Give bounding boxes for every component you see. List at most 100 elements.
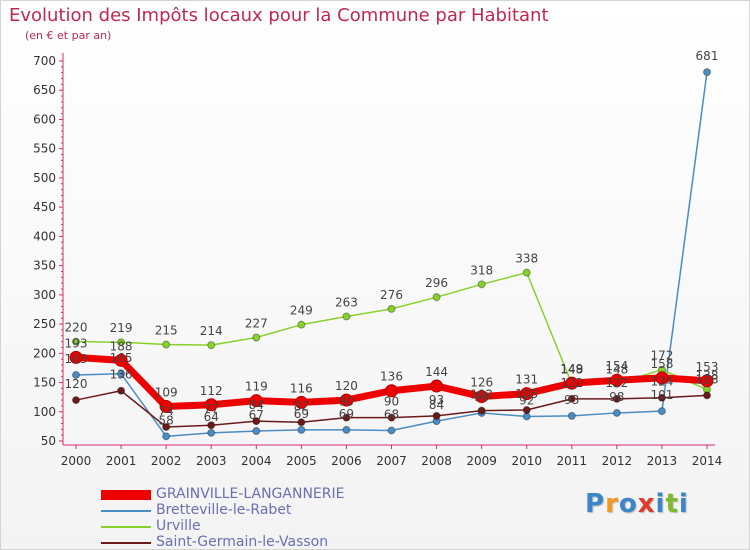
y-tick-label: 250	[33, 317, 56, 331]
data-point	[252, 417, 261, 426]
data-label: 102	[470, 388, 493, 402]
y-tick-label: 200	[33, 346, 56, 360]
legend-label: Saint-Germain-le-Vasson	[156, 534, 329, 550]
data-point	[207, 428, 216, 437]
data-label: 249	[290, 304, 313, 318]
y-tick-label: 450	[33, 200, 56, 214]
data-point	[657, 407, 666, 416]
legend-label: Bretteville-le-Rabet	[156, 502, 292, 518]
data-label: 77	[204, 402, 219, 416]
data-label: 276	[380, 288, 403, 302]
data-label: 318	[470, 263, 493, 277]
y-tick-label: 550	[33, 142, 56, 156]
data-label: 126	[470, 376, 493, 390]
data-label: 338	[515, 252, 538, 266]
data-point	[387, 426, 396, 435]
data-point	[117, 369, 126, 378]
data-point	[385, 384, 398, 398]
data-label: 98	[474, 390, 489, 404]
data-point	[657, 393, 666, 402]
data-point	[72, 396, 80, 405]
data-label: 69	[339, 407, 354, 421]
logo-letter: i	[655, 489, 666, 519]
x-tick-label: 2013	[647, 454, 678, 468]
data-label: 144	[425, 365, 448, 379]
legend-label: GRAINVILLE-LANGANNERIE	[156, 486, 345, 502]
y-tick-label: 100	[33, 405, 56, 419]
y-tick-label: 300	[33, 288, 56, 302]
data-point	[297, 418, 306, 427]
data-label: 227	[245, 317, 268, 331]
data-point	[430, 379, 444, 393]
x-tick-label: 2009	[466, 454, 497, 468]
data-label: 116	[290, 381, 313, 395]
data-point	[387, 304, 396, 313]
chart-title: Evolution des Impôts locaux pour la Comm…	[9, 5, 549, 26]
data-label: 58	[159, 413, 174, 427]
data-label: 93	[564, 393, 579, 407]
data-point	[342, 413, 351, 422]
data-point	[703, 68, 711, 77]
data-point	[207, 341, 216, 350]
y-tick-label: 650	[33, 83, 56, 97]
y-tick-label: 500	[33, 171, 56, 185]
data-label: 149	[560, 362, 583, 376]
data-label: 122	[605, 376, 628, 390]
data-label: 103	[515, 387, 538, 401]
y-tick-label: 400	[33, 229, 56, 243]
data-label: 67	[249, 408, 264, 422]
data-label: 122	[560, 376, 583, 390]
data-label: 263	[335, 295, 358, 309]
legend-swatch	[101, 542, 151, 544]
data-label: 98	[609, 390, 624, 404]
data-label: 219	[110, 321, 133, 335]
data-label: 165	[110, 351, 133, 365]
data-label: 120	[335, 379, 358, 393]
data-label: 128	[696, 372, 719, 386]
data-label: 90	[339, 395, 354, 409]
data-label: 193	[65, 336, 88, 350]
data-label: 74	[159, 404, 174, 418]
data-point	[117, 386, 126, 395]
data-label: 163	[65, 352, 88, 366]
data-label: 136	[110, 368, 133, 382]
data-point	[477, 406, 486, 415]
data-label: 214	[200, 324, 223, 338]
data-point	[477, 280, 486, 289]
y-tick-label: 150	[33, 376, 56, 390]
data-label: 69	[294, 407, 309, 421]
data-label: 158	[650, 357, 673, 371]
data-label: 90	[384, 395, 399, 409]
data-point	[612, 408, 621, 417]
data-label: 154	[605, 359, 628, 373]
data-point	[117, 338, 126, 347]
data-point	[294, 395, 308, 409]
data-label: 64	[204, 410, 219, 424]
data-label: 172	[650, 349, 673, 363]
x-tick-label: 2012	[602, 454, 633, 468]
data-point	[655, 371, 669, 385]
x-tick-label: 2014	[692, 454, 723, 468]
y-tick-label: 700	[33, 54, 56, 68]
y-tick-label: 600	[33, 112, 56, 126]
data-label: 148	[560, 363, 583, 377]
data-label: 101	[650, 388, 673, 402]
data-point	[72, 370, 80, 379]
data-point	[610, 373, 624, 387]
x-tick-label: 2008	[421, 454, 452, 468]
x-tick-label: 2007	[376, 454, 407, 468]
data-label: 93	[429, 393, 444, 407]
data-point	[703, 391, 711, 400]
data-point	[342, 425, 351, 434]
data-point	[612, 394, 621, 403]
x-tick-label: 2006	[331, 454, 362, 468]
data-point	[297, 320, 306, 329]
data-label: 136	[380, 370, 403, 384]
data-point	[432, 411, 441, 420]
legend-swatch	[101, 510, 151, 512]
data-point	[204, 398, 218, 412]
data-point	[252, 427, 261, 436]
data-point	[162, 422, 171, 431]
